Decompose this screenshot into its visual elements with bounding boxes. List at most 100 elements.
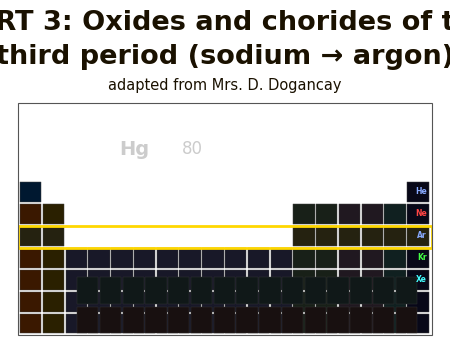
Bar	[293, 226, 315, 246]
Bar	[225, 292, 247, 312]
Bar	[407, 314, 428, 334]
Bar	[134, 314, 155, 334]
Bar	[111, 270, 133, 290]
Bar	[384, 226, 406, 246]
Bar	[111, 292, 133, 312]
Bar	[339, 270, 360, 290]
Bar	[202, 292, 224, 312]
Bar	[339, 226, 360, 246]
Bar	[43, 226, 64, 246]
Bar	[316, 226, 338, 246]
Bar	[111, 314, 133, 334]
Bar	[373, 307, 394, 334]
Bar	[225, 270, 247, 290]
Bar	[180, 248, 201, 268]
Bar	[43, 270, 64, 290]
Bar	[225, 314, 247, 334]
Bar	[339, 292, 360, 312]
Bar	[384, 204, 406, 224]
Bar	[122, 277, 144, 304]
Bar	[316, 204, 338, 224]
Bar	[350, 307, 372, 334]
Text: Xe: Xe	[416, 275, 427, 284]
Bar	[20, 226, 41, 246]
Bar	[157, 270, 178, 290]
Bar	[66, 314, 87, 334]
Bar	[316, 292, 338, 312]
Bar	[191, 307, 212, 334]
Bar	[88, 248, 110, 268]
Bar	[407, 226, 428, 246]
Bar	[248, 314, 269, 334]
Bar	[407, 248, 428, 268]
Bar	[270, 248, 292, 268]
Bar	[339, 314, 360, 334]
Bar	[202, 314, 224, 334]
Bar	[339, 248, 360, 268]
Bar	[248, 270, 269, 290]
Bar	[20, 182, 41, 202]
Bar	[407, 182, 428, 202]
Bar	[20, 292, 41, 312]
Bar	[270, 292, 292, 312]
Bar	[316, 248, 338, 268]
Bar	[100, 277, 121, 304]
Text: adapted from Mrs. D. Dogancay: adapted from Mrs. D. Dogancay	[108, 78, 342, 93]
Bar	[293, 314, 315, 334]
Bar	[66, 292, 87, 312]
Text: Ne: Ne	[415, 210, 427, 218]
Bar	[145, 277, 166, 304]
Text: Ar: Ar	[418, 231, 427, 240]
Text: He: He	[415, 188, 427, 196]
Bar	[270, 270, 292, 290]
Bar	[282, 277, 303, 304]
Bar	[236, 277, 258, 304]
Bar	[20, 248, 41, 268]
Bar	[134, 292, 155, 312]
Bar	[362, 292, 383, 312]
Bar	[202, 248, 224, 268]
Bar	[134, 248, 155, 268]
Bar	[20, 270, 41, 290]
Bar	[202, 270, 224, 290]
Bar	[180, 270, 201, 290]
Bar	[248, 248, 269, 268]
Bar	[259, 277, 280, 304]
Bar	[157, 248, 178, 268]
Bar	[293, 270, 315, 290]
Bar	[43, 248, 64, 268]
Bar	[157, 292, 178, 312]
Bar	[305, 277, 326, 304]
Bar	[259, 307, 280, 334]
Bar	[20, 204, 41, 224]
Bar	[396, 307, 417, 334]
Bar	[66, 248, 87, 268]
Bar	[122, 307, 144, 334]
Bar	[305, 307, 326, 334]
Bar	[362, 270, 383, 290]
Bar	[88, 292, 110, 312]
Bar	[157, 314, 178, 334]
Bar	[293, 292, 315, 312]
Bar	[293, 248, 315, 268]
Bar	[168, 307, 189, 334]
Bar	[293, 204, 315, 224]
Bar	[214, 307, 235, 334]
Bar	[384, 270, 406, 290]
Bar	[339, 204, 360, 224]
Bar	[134, 270, 155, 290]
Bar	[384, 314, 406, 334]
Bar	[328, 307, 349, 334]
Bar	[180, 292, 201, 312]
Bar	[407, 204, 428, 224]
Bar	[100, 307, 121, 334]
Bar	[111, 248, 133, 268]
Bar	[350, 277, 372, 304]
Bar	[362, 226, 383, 246]
Bar	[77, 277, 99, 304]
Bar	[373, 277, 394, 304]
Bar	[407, 292, 428, 312]
Bar	[20, 314, 41, 334]
Bar	[236, 307, 258, 334]
Bar	[43, 292, 64, 312]
